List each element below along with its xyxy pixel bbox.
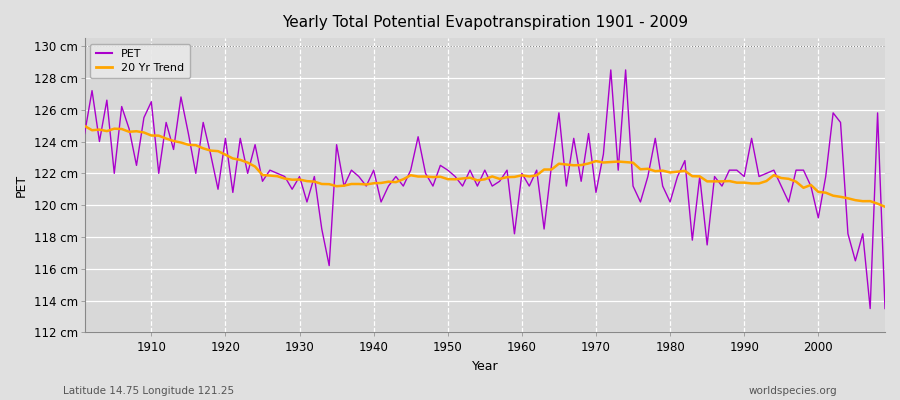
- Y-axis label: PET: PET: [15, 174, 28, 197]
- Text: worldspecies.org: worldspecies.org: [749, 386, 837, 396]
- X-axis label: Year: Year: [472, 360, 498, 373]
- Legend: PET, 20 Yr Trend: PET, 20 Yr Trend: [90, 44, 190, 78]
- Title: Yearly Total Potential Evapotranspiration 1901 - 2009: Yearly Total Potential Evapotranspiratio…: [282, 15, 688, 30]
- Text: Latitude 14.75 Longitude 121.25: Latitude 14.75 Longitude 121.25: [63, 386, 234, 396]
